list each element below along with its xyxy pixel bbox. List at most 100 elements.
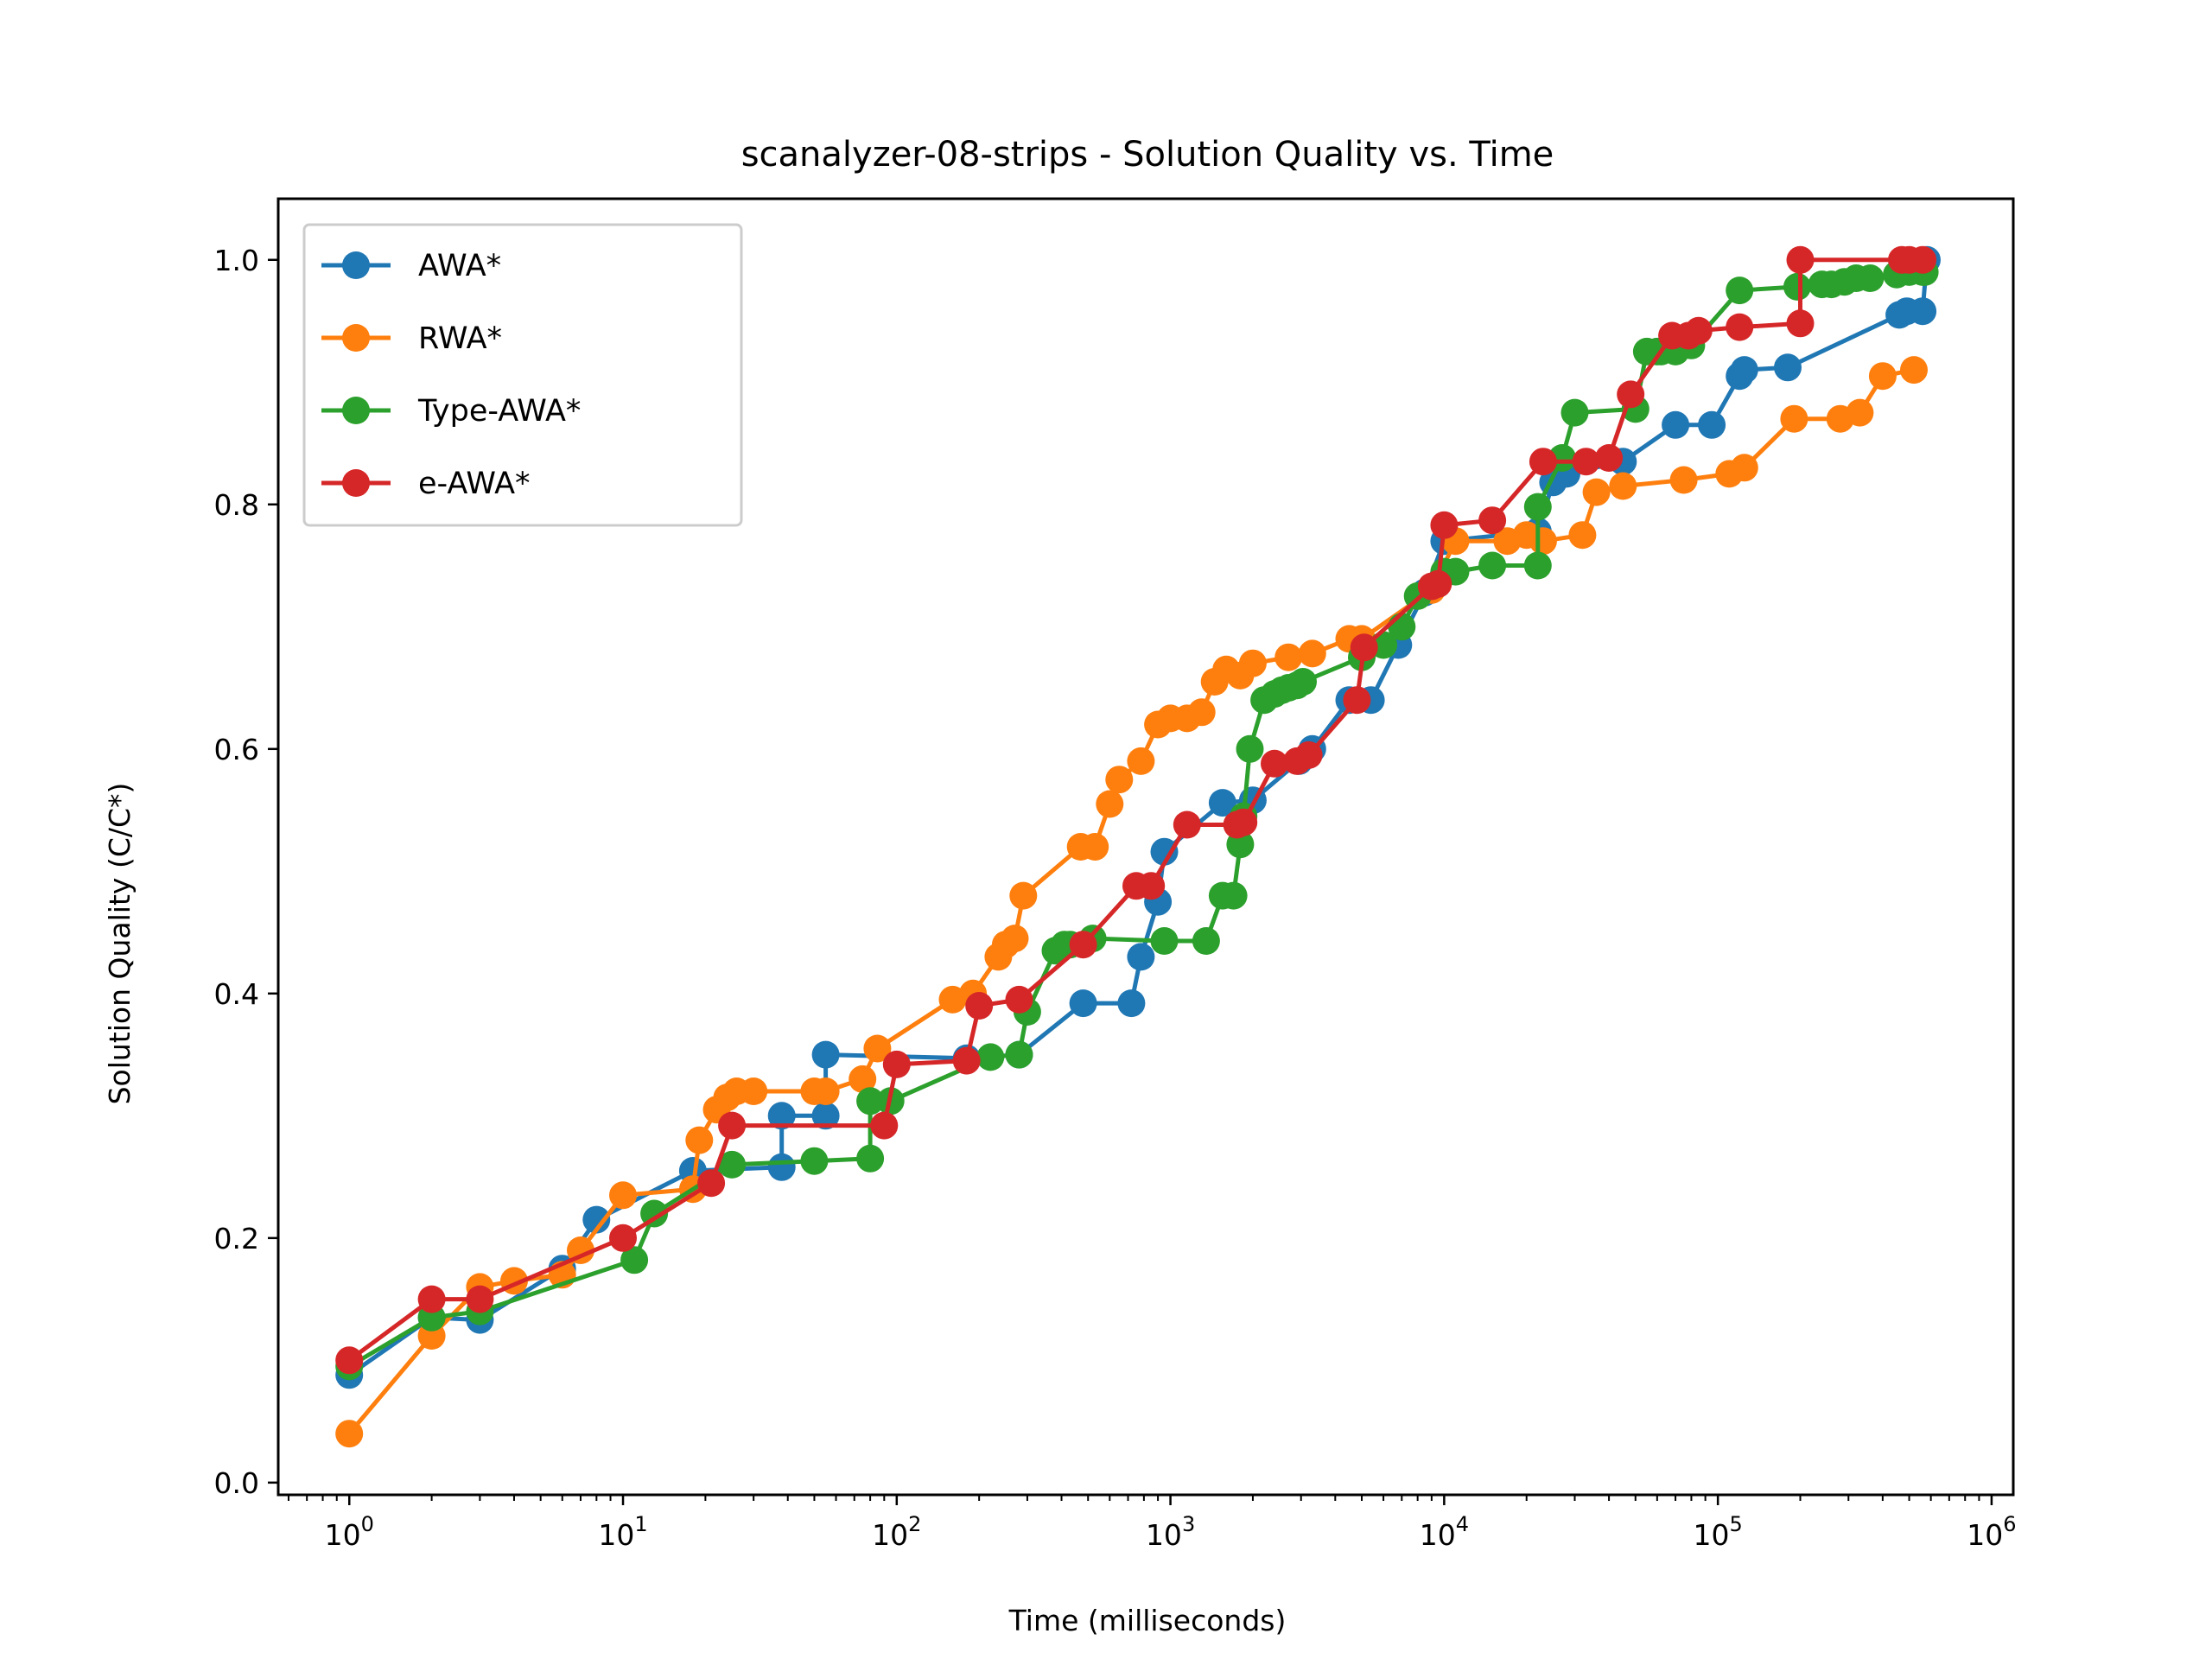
- legend-label: RWA*: [418, 321, 502, 356]
- data-point: [1529, 448, 1557, 476]
- data-point: [740, 1077, 768, 1105]
- data-point: [1127, 943, 1155, 971]
- data-point: [1609, 472, 1637, 500]
- data-point: [1478, 506, 1507, 535]
- data-point: [335, 1420, 364, 1448]
- data-point: [1230, 808, 1258, 836]
- data-point: [1117, 989, 1146, 1018]
- data-point: [1730, 454, 1758, 482]
- legend-item: e-AWA*: [321, 467, 531, 501]
- data-point: [952, 1046, 981, 1075]
- data-point: [1595, 444, 1624, 472]
- x-axis-label: Time (milliseconds): [1008, 1604, 1287, 1637]
- data-point: [1529, 527, 1557, 556]
- data-point: [882, 1050, 911, 1078]
- data-point: [1081, 833, 1109, 861]
- data-point: [718, 1150, 747, 1179]
- legend-item: Type-AWA*: [321, 394, 581, 429]
- data-point: [1698, 410, 1726, 439]
- data-point: [1069, 989, 1097, 1018]
- x-tick-label: 105: [1693, 1512, 1742, 1552]
- data-point: [1572, 448, 1600, 476]
- data-point: [767, 1102, 796, 1130]
- x-tick-exponent: 1: [634, 1512, 647, 1536]
- data-point: [1730, 356, 1758, 385]
- data-point: [1238, 649, 1267, 677]
- y-tick-label: 0.8: [214, 488, 259, 522]
- x-tick-label: 106: [1967, 1512, 2016, 1552]
- legend-item: RWA*: [321, 321, 502, 356]
- data-point: [1783, 272, 1811, 301]
- x-tick-label: 103: [1146, 1512, 1195, 1552]
- data-point: [335, 1346, 364, 1375]
- data-point: [1001, 925, 1029, 953]
- data-point: [1388, 613, 1416, 641]
- data-point: [1582, 478, 1611, 506]
- data-point: [1069, 931, 1097, 959]
- data-point: [1150, 837, 1179, 866]
- y-tick-label: 0.4: [214, 977, 259, 1011]
- data-point: [800, 1147, 829, 1175]
- data-point: [466, 1285, 494, 1313]
- data-point: [1430, 511, 1459, 539]
- data-point: [1127, 747, 1155, 775]
- data-point: [1298, 639, 1326, 668]
- data-point: [1523, 551, 1552, 580]
- data-point: [1261, 749, 1288, 778]
- data-point: [1617, 380, 1645, 409]
- data-point: [1726, 313, 1754, 341]
- data-point: [609, 1224, 637, 1252]
- data-point: [1192, 927, 1220, 955]
- data-point: [856, 1087, 885, 1116]
- data-point: [1909, 245, 1937, 274]
- data-point: [417, 1285, 446, 1313]
- y-tick-label: 0.6: [214, 733, 259, 766]
- data-point: [1786, 245, 1815, 274]
- x-tick-exponent: 0: [361, 1512, 374, 1536]
- y-tick-label: 0.2: [214, 1222, 259, 1255]
- legend-item: AWA*: [321, 249, 501, 283]
- x-tick-base: 10: [1146, 1518, 1182, 1552]
- x-tick-label: 101: [598, 1512, 647, 1552]
- data-point: [1173, 810, 1201, 839]
- axes-frame: [276, 197, 2015, 1497]
- y-axis-label: Solution Quality (C/C*): [103, 783, 137, 1105]
- x-tick-exponent: 2: [908, 1512, 921, 1536]
- data-point: [620, 1246, 649, 1274]
- legend-marker: [342, 469, 370, 497]
- data-point: [1208, 789, 1236, 817]
- y-tick-label: 1.0: [214, 244, 259, 277]
- data-point: [1568, 521, 1597, 550]
- data-point: [1274, 643, 1303, 671]
- data-point: [856, 1144, 885, 1173]
- data-point: [1868, 362, 1897, 391]
- data-point: [1343, 686, 1371, 715]
- data-point: [767, 1153, 796, 1181]
- data-point: [1005, 1040, 1033, 1069]
- data-point: [1294, 741, 1323, 769]
- x-tick-label: 104: [1420, 1512, 1469, 1552]
- data-point: [1774, 353, 1802, 382]
- legend-label: AWA*: [418, 249, 501, 283]
- data-point: [1726, 276, 1754, 305]
- y-tick-label: 0.0: [214, 1466, 259, 1500]
- chart-title: scanalyzer-08-strips - Solution Quality …: [741, 135, 1554, 175]
- data-point: [1137, 872, 1166, 900]
- x-tick-exponent: 3: [1182, 1512, 1195, 1536]
- data-point: [1350, 633, 1378, 662]
- x-tick-label: 100: [325, 1512, 374, 1552]
- data-point: [582, 1205, 611, 1234]
- data-point: [1424, 569, 1452, 598]
- data-point: [849, 1065, 877, 1093]
- data-point: [1289, 668, 1317, 696]
- legend-marker: [342, 397, 370, 424]
- data-point: [976, 1043, 1005, 1071]
- data-point: [1856, 264, 1885, 292]
- data-point: [1009, 881, 1038, 910]
- data-point: [1005, 985, 1033, 1014]
- data-point: [1560, 398, 1589, 427]
- x-tick-label: 102: [872, 1512, 921, 1552]
- x-tick-exponent: 4: [1456, 1512, 1469, 1536]
- x-tick-base: 10: [598, 1518, 634, 1552]
